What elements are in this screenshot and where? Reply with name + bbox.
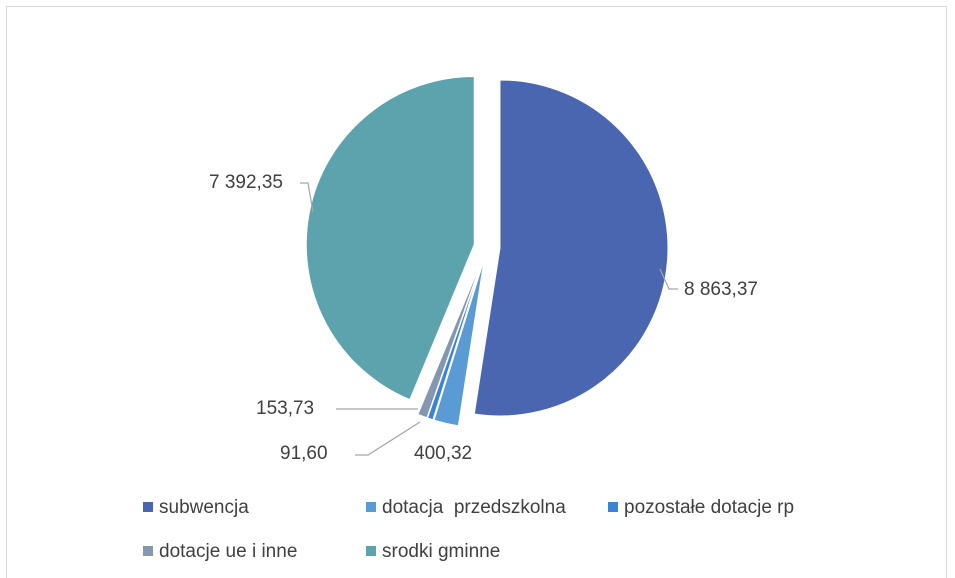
legend-swatch-dotacje-ue-i-inne: [143, 546, 153, 556]
legend-swatch-dotacja-przedszkolna: [366, 502, 376, 512]
pie-slice-subwencja: [473, 79, 669, 417]
legend-label-dotacja-przedszkolna: dotacja przedszkolna: [382, 497, 566, 518]
data-label-pozostałe-dotacje-rp: 91,60: [280, 443, 328, 464]
legend-swatch-srodki-gminne: [366, 546, 376, 556]
legend-label-srodki-gminne: srodki gminne: [382, 541, 500, 562]
data-label-dotacje-ue-i-inne: 153,73: [256, 398, 314, 419]
pie-slice-dotacja-przedszkolna: [433, 259, 485, 427]
leader-line-pozostałe-dotacje-rp: [355, 421, 421, 456]
pie-slice-dotacje-ue-i-inne: [417, 258, 483, 419]
data-label-srodki-gminne: 7 392,35: [209, 172, 283, 193]
legend-swatch-subwencja: [143, 502, 153, 512]
data-label-subwencja: 8 863,37: [684, 279, 758, 300]
legend-item-dotacja-przedszkolna: dotacja przedszkolna: [366, 497, 566, 518]
legend-item-subwencja: subwencja: [143, 497, 249, 518]
legend-item-dotacje-ue-i-inne: dotacje ue i inne: [143, 541, 297, 562]
legend-item-pozostałe-dotacje-rp: pozostałe dotacje rp: [608, 497, 794, 518]
legend-label-dotacje-ue-i-inne: dotacje ue i inne: [159, 541, 297, 562]
legend-label-pozostałe-dotacje-rp: pozostałe dotacje rp: [624, 497, 794, 518]
pie-slice-srodki-gminne: [305, 75, 475, 401]
pie-slice-pozostałe-dotacje-rp: [426, 259, 484, 421]
legend-item-srodki-gminne: srodki gminne: [366, 541, 500, 562]
legend-swatch-pozostałe-dotacje-rp: [608, 502, 618, 512]
legend-label-subwencja: subwencja: [159, 497, 249, 518]
leader-line-srodki-gminne: [300, 182, 314, 213]
data-label-dotacja-przedszkolna: 400,32: [414, 443, 472, 464]
leader-line-subwencja: [659, 268, 678, 290]
